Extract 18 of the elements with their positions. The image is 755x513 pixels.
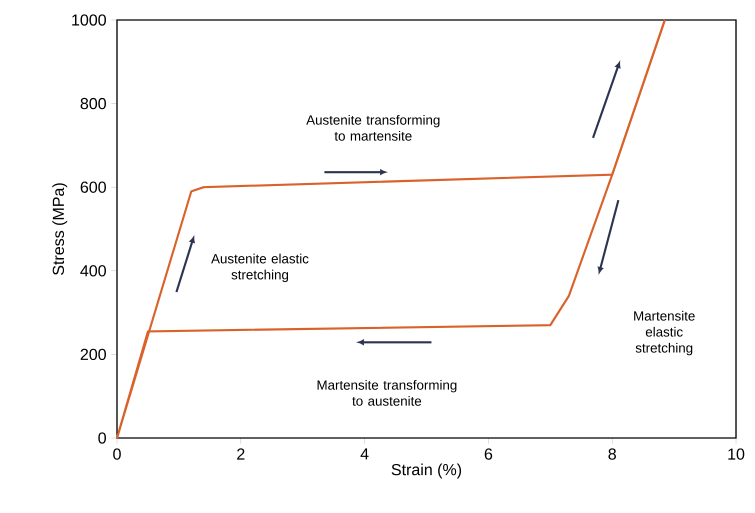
- y-axis-title: Stress (MPa): [52, 183, 68, 275]
- x-tick-label: 6: [484, 448, 492, 460]
- annotation: Austenite transforming to martensite: [306, 114, 440, 141]
- annotation: Austenite elastic stretching: [211, 254, 309, 282]
- x-tick-label: 4: [360, 448, 369, 460]
- y-tick-label: 1000: [72, 14, 106, 26]
- y-tick-label: 600: [80, 182, 106, 193]
- x-tick-label: 10: [728, 448, 744, 460]
- x-tick-label: 0: [113, 448, 121, 460]
- annotation: Martensite elastic stretching: [634, 310, 695, 356]
- y-tick-label: 800: [80, 98, 106, 110]
- x-tick-label: 2: [237, 448, 244, 460]
- y-tick-label: 0: [98, 432, 106, 444]
- x-tick-label: 8: [608, 448, 616, 460]
- y-tick-label: 200: [80, 348, 106, 360]
- annotation: Martensite transforming to austenite: [318, 380, 456, 406]
- x-axis-title: Strain (%): [392, 464, 462, 478]
- y-tick-label: 400: [80, 265, 106, 276]
